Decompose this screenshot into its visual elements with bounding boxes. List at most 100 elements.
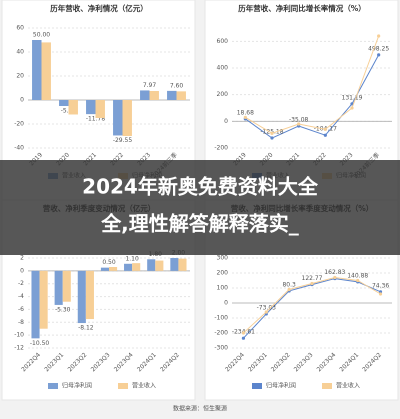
y-tick-label: -10	[14, 332, 24, 339]
point	[264, 310, 268, 314]
point	[356, 278, 360, 283]
bar	[167, 90, 177, 100]
y-tick-label: -2	[18, 280, 24, 287]
chart-title: 历年营收、净利同比增长率情况（%）	[238, 3, 366, 13]
value-label: -11.78	[86, 116, 106, 123]
legend-swatch	[322, 383, 332, 389]
bar	[100, 267, 109, 271]
y-tick-label: 400	[217, 65, 229, 72]
value-label: 7.60	[170, 82, 184, 89]
y-tick-label: -12	[14, 345, 24, 352]
y-tick-label: 20	[16, 73, 24, 80]
point	[323, 133, 327, 137]
bar	[31, 270, 40, 339]
y-tick-label: 200	[217, 270, 229, 277]
value-label: 0.50	[102, 259, 116, 266]
y-tick-label: 0	[20, 97, 24, 104]
bar	[170, 258, 179, 271]
y-tick-label: 0	[224, 118, 228, 125]
bar	[122, 100, 132, 136]
banner-bg	[0, 160, 400, 255]
point	[333, 275, 337, 280]
y-tick-label: -6	[18, 306, 24, 313]
value-label: -73.03	[257, 304, 277, 311]
source: 数据来源：恒生聚源	[173, 405, 227, 413]
line	[245, 35, 380, 134]
point	[310, 281, 314, 286]
value-label: 7.97	[143, 82, 157, 89]
y-tick-label: 600	[217, 38, 229, 45]
y-tick-label: 300	[217, 255, 229, 262]
bar	[113, 100, 123, 136]
point	[241, 336, 246, 340]
value-label: 498.25	[368, 45, 389, 52]
value-label: -35.08	[289, 117, 309, 124]
value-label: 1.10	[125, 255, 139, 262]
value-label: -10.50	[30, 340, 50, 347]
legend-label: 营业收入	[132, 382, 156, 390]
y-tick-label: 40	[16, 49, 24, 56]
y-tick-label: 0	[20, 267, 24, 274]
legend-label: 归母净利润	[62, 382, 92, 390]
value-label: 50.00	[33, 32, 50, 39]
bar	[109, 267, 118, 271]
bar	[95, 100, 105, 118]
bar	[62, 270, 71, 302]
y-tick-label: -20	[14, 121, 24, 128]
bar	[39, 270, 48, 329]
value-label: 140.88	[347, 272, 368, 279]
bar	[124, 263, 133, 271]
y-tick-label: -200	[214, 145, 228, 152]
bar	[41, 42, 51, 100]
value-label: 18.68	[237, 109, 254, 116]
bar	[140, 90, 150, 100]
bar	[59, 100, 69, 106]
bar	[77, 270, 86, 324]
banner-line: 全,理性解答解释落实_	[100, 212, 299, 236]
y-tick-label: 200	[217, 91, 229, 98]
value-label: -29.55	[113, 137, 133, 144]
bar	[155, 260, 164, 271]
y-tick-label: 100	[217, 285, 229, 292]
bar	[178, 258, 187, 271]
legend-swatch	[118, 383, 128, 389]
point	[377, 53, 381, 57]
point	[323, 127, 327, 131]
value-label: -8.12	[78, 325, 94, 332]
point	[297, 122, 301, 126]
point	[270, 136, 274, 140]
bar	[32, 40, 42, 100]
legend-label: 归母净利润	[266, 382, 296, 390]
legend-label: 营业收入	[336, 382, 360, 390]
point	[378, 292, 383, 296]
y-tick-label: -200	[214, 330, 228, 337]
bar	[132, 263, 141, 271]
value-label: 131.19	[342, 94, 363, 101]
y-tick-label: -8	[18, 319, 24, 326]
banner-line: 2024年新奥免费资料大全	[82, 175, 319, 199]
y-tick-label: -100	[214, 315, 228, 322]
y-tick-label: -4	[18, 293, 24, 300]
point	[243, 115, 247, 119]
y-tick-label: 60	[16, 25, 24, 32]
bar	[68, 100, 78, 115]
chart-title: 历年营收、净利情况（亿元）	[50, 3, 148, 13]
y-tick-label: -40	[14, 145, 24, 152]
point	[241, 331, 246, 335]
point	[350, 106, 354, 110]
legend-swatch	[48, 383, 58, 389]
bar	[54, 270, 63, 305]
bar	[85, 270, 94, 320]
value-label: 122.77	[302, 275, 323, 282]
value-label: -5.30	[55, 306, 71, 313]
value-label: 80.3	[282, 281, 296, 288]
bar	[86, 100, 96, 115]
y-tick-label: 0	[224, 300, 228, 307]
value-label: 74.36	[372, 282, 389, 289]
bar	[149, 91, 159, 100]
y-tick-label: -300	[214, 345, 228, 352]
bar	[147, 259, 156, 271]
value-label: 162.83	[324, 269, 345, 276]
legend-swatch	[252, 383, 262, 389]
